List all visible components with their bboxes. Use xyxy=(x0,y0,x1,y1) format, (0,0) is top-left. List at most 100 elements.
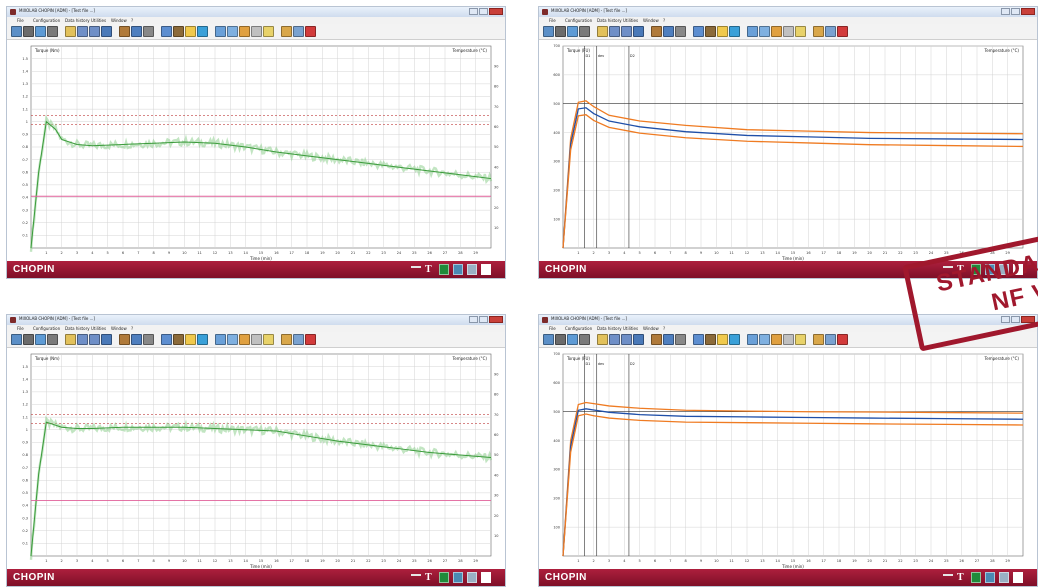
maximize-button[interactable] xyxy=(1011,316,1020,323)
t-icon[interactable]: T xyxy=(957,572,964,583)
box-icon[interactable] xyxy=(481,572,491,583)
book-icon[interactable] xyxy=(651,334,662,345)
grid-icon[interactable] xyxy=(999,572,1009,583)
zoom-icon[interactable] xyxy=(239,26,250,37)
doc-icon[interactable] xyxy=(609,334,620,345)
clock-icon[interactable] xyxy=(579,334,590,345)
menu-configuration[interactable]: Configuration xyxy=(565,18,593,23)
print-icon[interactable] xyxy=(633,26,644,37)
menu-file[interactable]: File xyxy=(17,18,24,23)
calc-icon[interactable] xyxy=(251,26,262,37)
book-icon[interactable] xyxy=(651,26,662,37)
compare-icon[interactable] xyxy=(759,334,770,345)
db-icon[interactable] xyxy=(263,26,274,37)
maximize-button[interactable] xyxy=(479,316,488,323)
text-icon[interactable] xyxy=(131,334,142,345)
maximize-button[interactable] xyxy=(479,8,488,15)
gauge-icon[interactable] xyxy=(35,26,46,37)
close-button[interactable] xyxy=(1021,316,1035,323)
t-icon[interactable]: T xyxy=(425,264,432,275)
menu-help[interactable]: ? xyxy=(663,326,666,331)
delete-icon[interactable] xyxy=(675,334,686,345)
text-icon[interactable] xyxy=(663,26,674,37)
menu-window[interactable]: Window xyxy=(643,326,659,331)
menu-data-history[interactable]: Data history xyxy=(597,18,622,23)
menu-utilities[interactable]: Utilities xyxy=(623,18,639,23)
curve-icon[interactable] xyxy=(11,334,22,345)
menu-configuration[interactable]: Configuration xyxy=(565,326,593,331)
key-icon[interactable] xyxy=(411,574,421,580)
menu-window[interactable]: Window xyxy=(643,18,659,23)
curve-icon[interactable] xyxy=(11,26,22,37)
folder-icon[interactable] xyxy=(597,334,608,345)
book-icon[interactable] xyxy=(119,26,130,37)
sort-icon[interactable] xyxy=(705,334,716,345)
delete-icon[interactable] xyxy=(675,26,686,37)
calc-icon[interactable] xyxy=(251,334,262,345)
print-icon[interactable] xyxy=(101,334,112,345)
report-icon[interactable] xyxy=(825,334,836,345)
doc-icon[interactable] xyxy=(985,264,995,275)
curve-icon[interactable] xyxy=(543,26,554,37)
zoom-icon[interactable] xyxy=(239,334,250,345)
report-icon[interactable] xyxy=(293,26,304,37)
minimize-button[interactable] xyxy=(1001,316,1010,323)
close-red-icon[interactable] xyxy=(837,334,848,345)
save-icon[interactable] xyxy=(89,334,100,345)
db-icon[interactable] xyxy=(795,334,806,345)
tools-icon[interactable] xyxy=(813,334,824,345)
delete-icon[interactable] xyxy=(143,26,154,37)
export-icon[interactable] xyxy=(747,334,758,345)
tare-icon[interactable] xyxy=(161,26,172,37)
gauge-icon[interactable] xyxy=(567,26,578,37)
box-icon[interactable] xyxy=(1013,572,1023,583)
minimize-button[interactable] xyxy=(469,8,478,15)
tools-icon[interactable] xyxy=(281,334,292,345)
clock-icon[interactable] xyxy=(47,334,58,345)
tools-icon[interactable] xyxy=(813,26,824,37)
s-icon[interactable] xyxy=(23,334,34,345)
bulb-icon[interactable] xyxy=(185,334,196,345)
s-icon[interactable] xyxy=(23,26,34,37)
menu-configuration[interactable]: Configuration xyxy=(33,326,61,331)
flag-icon[interactable] xyxy=(971,264,981,275)
options-icon[interactable] xyxy=(729,334,740,345)
menu-help[interactable]: ? xyxy=(131,326,134,331)
compare-icon[interactable] xyxy=(759,26,770,37)
s-icon[interactable] xyxy=(555,26,566,37)
book-icon[interactable] xyxy=(119,334,130,345)
bulb-icon[interactable] xyxy=(185,26,196,37)
bulb-icon[interactable] xyxy=(717,334,728,345)
export-icon[interactable] xyxy=(215,334,226,345)
menu-data-history[interactable]: Data history xyxy=(597,326,622,331)
key-icon[interactable] xyxy=(943,266,953,272)
clock-icon[interactable] xyxy=(579,26,590,37)
menu-data-history[interactable]: Data history xyxy=(65,18,90,23)
minimize-button[interactable] xyxy=(469,316,478,323)
doc-icon[interactable] xyxy=(609,26,620,37)
menu-window[interactable]: Window xyxy=(111,326,127,331)
db-icon[interactable] xyxy=(263,334,274,345)
tare-icon[interactable] xyxy=(693,334,704,345)
export-icon[interactable] xyxy=(215,26,226,37)
grid-icon[interactable] xyxy=(467,572,477,583)
menu-configuration[interactable]: Configuration xyxy=(33,18,61,23)
sort-icon[interactable] xyxy=(705,26,716,37)
menu-utilities[interactable]: Utilities xyxy=(91,326,107,331)
bulb-icon[interactable] xyxy=(717,26,728,37)
gauge-icon[interactable] xyxy=(35,334,46,345)
gauge-icon[interactable] xyxy=(567,334,578,345)
doc-icon[interactable] xyxy=(77,334,88,345)
key-icon[interactable] xyxy=(943,574,953,580)
text-icon[interactable] xyxy=(131,26,142,37)
export-icon[interactable] xyxy=(747,26,758,37)
folder-icon[interactable] xyxy=(597,26,608,37)
save-icon[interactable] xyxy=(621,334,632,345)
db-icon[interactable] xyxy=(795,26,806,37)
save-icon[interactable] xyxy=(621,26,632,37)
options-icon[interactable] xyxy=(197,334,208,345)
menu-utilities[interactable]: Utilities xyxy=(91,18,107,23)
flag-icon[interactable] xyxy=(439,572,449,583)
tare-icon[interactable] xyxy=(161,334,172,345)
text-icon[interactable] xyxy=(663,334,674,345)
